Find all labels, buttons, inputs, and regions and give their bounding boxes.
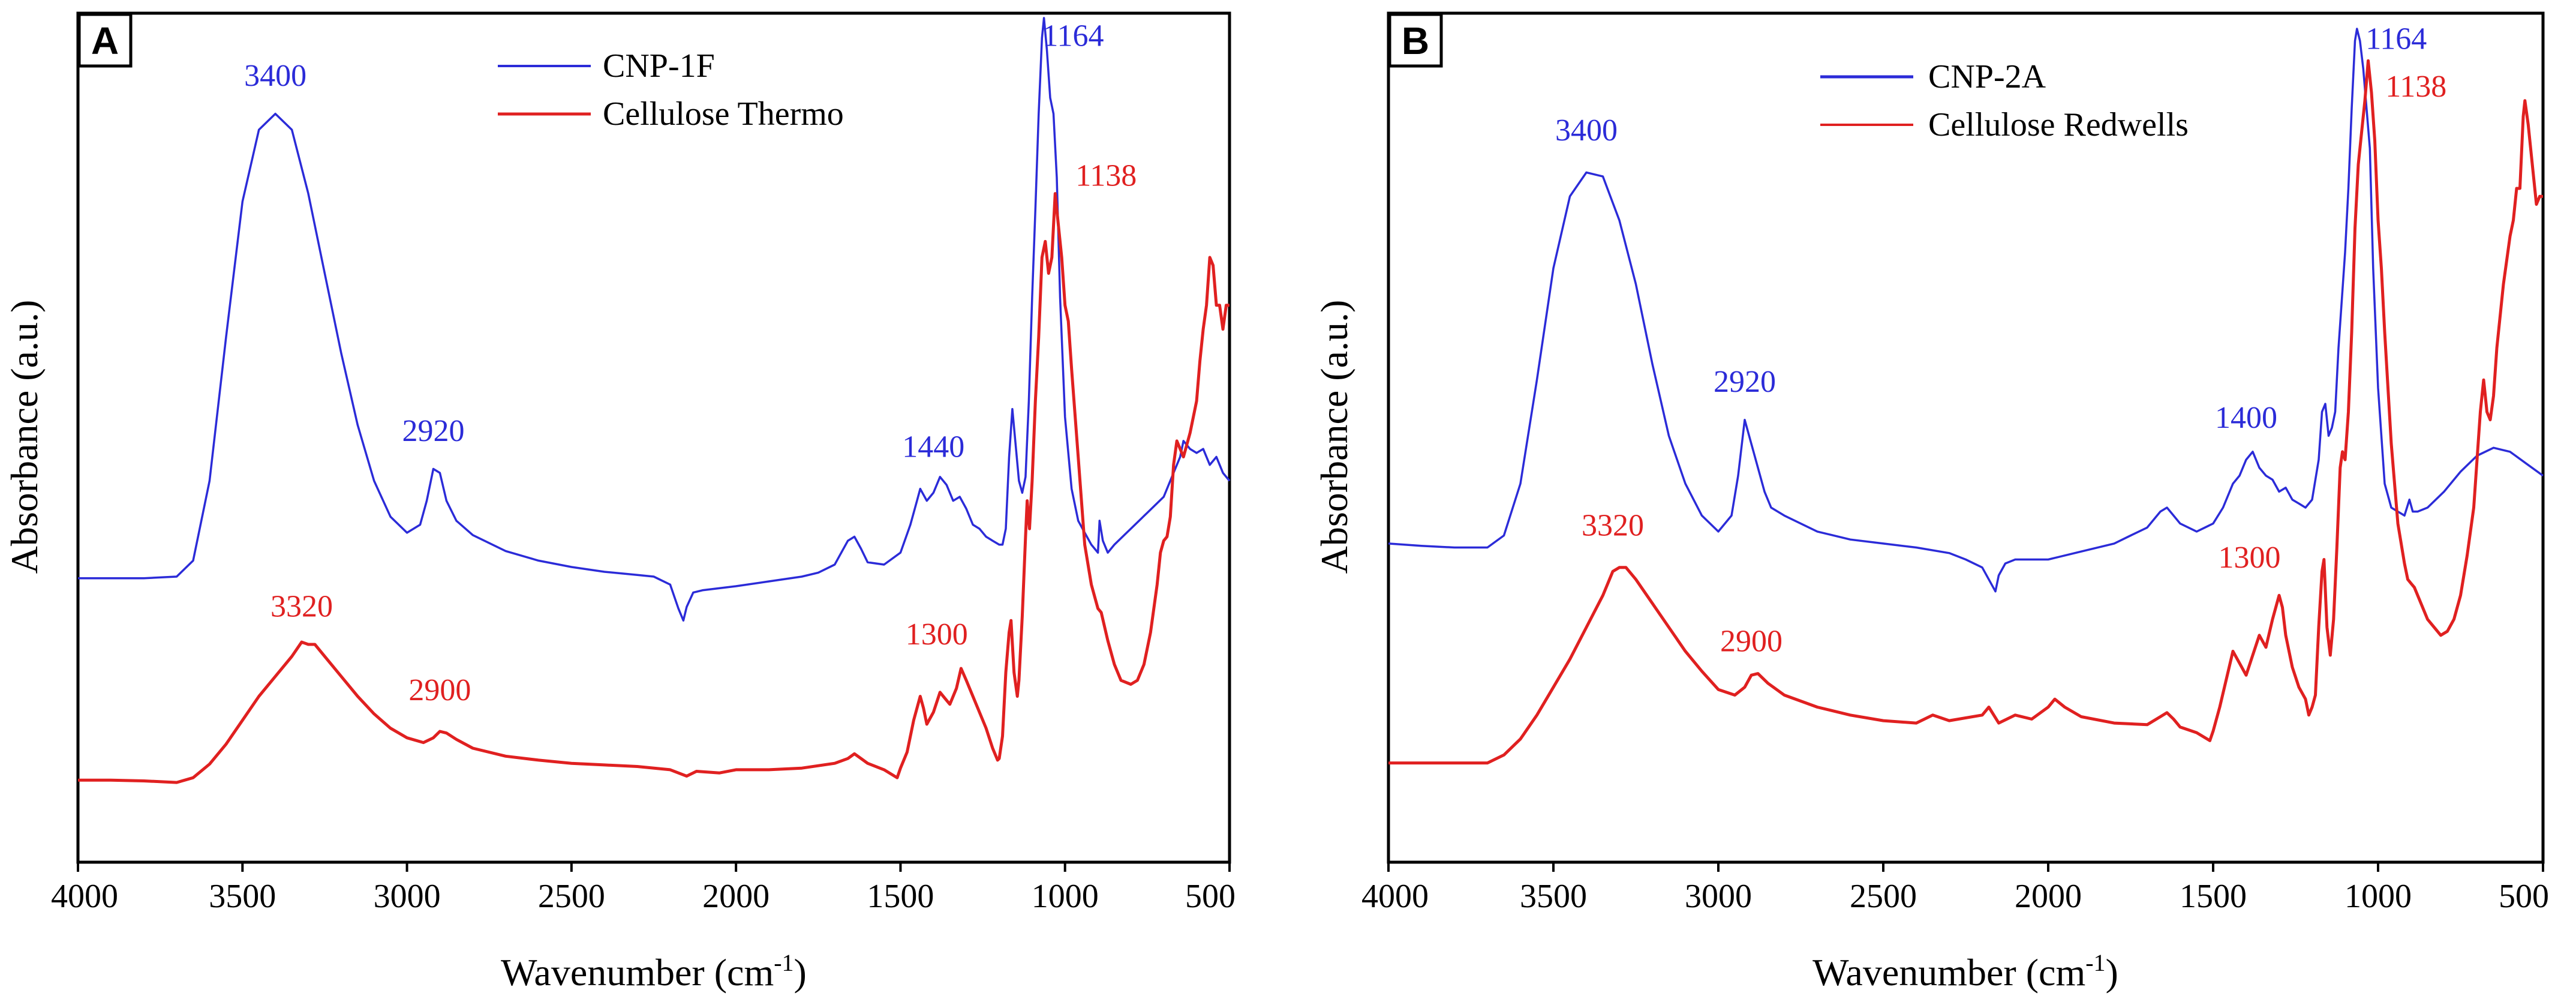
legend-label-cellulose-redwells: Cellulose Redwells [1928,106,2189,143]
peak-label-1164: 1164 [1042,19,1104,53]
panel-a-letter-box [77,13,133,68]
x-tick-label: 2500 [538,878,605,915]
panel-b-frame [1387,11,2545,864]
peak-label-3320: 3320 [1582,509,1644,543]
panel-b-letter-box [1388,13,1443,68]
x-tick-label: 2000 [2015,878,2082,915]
x-tick-label: 3000 [374,878,441,915]
legend-label-cnp-1f: CNP-1F [603,47,715,85]
series-line-cnp-1f [78,17,1231,622]
series-line-cellulose-thermo [78,192,1230,784]
x-tick-label: 1500 [2180,878,2247,915]
x-tick-label: 2500 [1850,878,1917,915]
panel-b-letter: B [1402,19,1429,62]
peak-label-1164: 1164 [2365,22,2427,56]
x-tick-label: 500 [1185,878,1236,915]
x-tick-label: 3500 [209,878,276,915]
panel-a-plot [78,17,1231,784]
x-tick-label: 3500 [1520,878,1587,915]
series-line-cnp-2a [1388,28,2544,593]
peak-label-3400: 3400 [1555,113,1618,148]
panel-a-frame [76,11,1231,864]
peak-label-1400: 1400 [2215,401,2277,435]
panel-b-legend: CNP-2A Cellulose Redwells [1820,58,2189,143]
peak-label-2900: 2900 [408,673,471,707]
panel-a-legend: CNP-1F Cellulose Thermo [498,47,844,133]
peak-label-2920: 2920 [402,414,464,448]
peak-label-2900: 2900 [1720,624,1783,658]
x-tick-label: 3000 [1685,878,1752,915]
peak-label-3400: 3400 [244,59,306,93]
panel-a-x-axis-title: Wavenumber (cm-1) [501,949,807,994]
panel-b-y-axis-title: Absorbance (a.u.) [1313,300,1355,574]
panel-a-y-axis-title: Absorbance (a.u.) [3,300,46,574]
panel-b-x-ticks: 4000 3500 3000 2500 2000 1500 1000 500 [1361,862,2549,915]
peak-label-1300: 1300 [906,617,968,652]
x-tick-label: 4000 [1361,878,1429,915]
panel-a: A 4000 3500 3000 2500 2000 1500 1000 500 3400 29… [3,11,1236,994]
peak-label-1440: 1440 [902,430,964,464]
peak-label-1138: 1138 [1075,158,1137,193]
x-tick-label: 1000 [2344,878,2412,915]
x-tick-label: 1000 [1032,878,1099,915]
peak-label-1300: 1300 [2219,541,2281,575]
panel-a-letter: A [91,19,119,62]
peak-label-3320: 3320 [270,590,333,624]
panel-a-peak-labels: 3400 2920 1440 1164 1138 3320 2900 1300 [244,19,1137,708]
legend-label-cnp-2a: CNP-2A [1928,58,2046,95]
x-tick-label: 4000 [51,878,118,915]
panel-a-x-ticks: 4000 3500 3000 2500 2000 1500 1000 500 [51,862,1236,915]
legend-label-cellulose-thermo: Cellulose Thermo [603,95,844,133]
peak-label-2920: 2920 [1714,365,1776,399]
panel-b-plot [1388,28,2544,765]
panel-b: B 4000 3500 3000 2500 2000 1500 1000 500 3400 29… [1313,11,2549,994]
x-tick-label: 500 [2499,878,2549,915]
panel-b-x-axis-title: Wavenumber (cm-1) [1812,949,2118,994]
x-tick-label: 2000 [702,878,770,915]
panel-b-peak-labels: 3400 2920 1400 1164 1138 3320 2900 1300 [1555,22,2446,658]
x-tick-label: 1500 [867,878,934,915]
series-line-cellulose-redwells [1388,59,2543,765]
peak-label-1138: 1138 [2385,70,2446,104]
